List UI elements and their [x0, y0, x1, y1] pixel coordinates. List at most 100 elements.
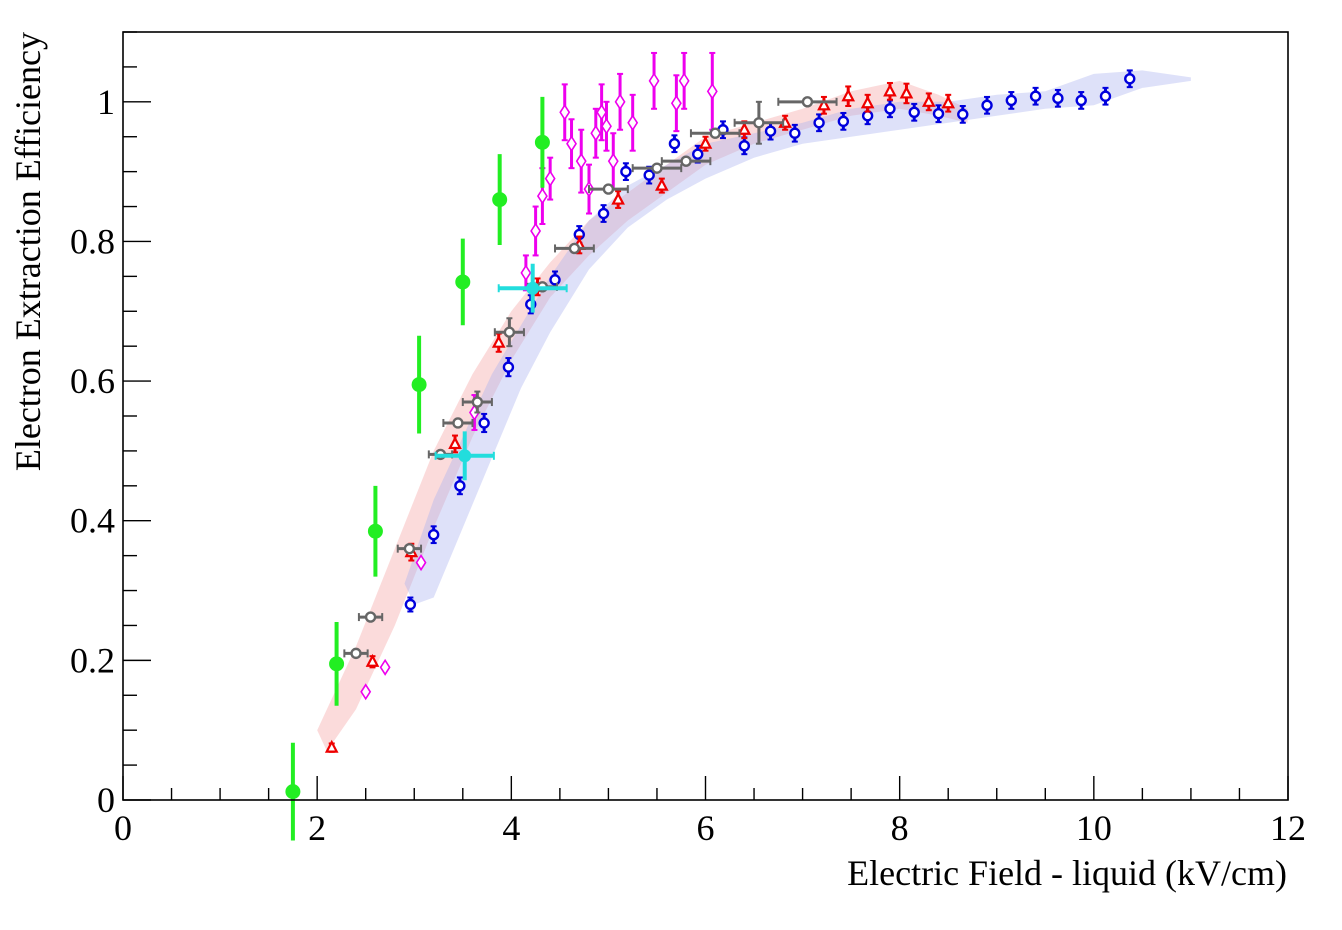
marker — [526, 281, 540, 295]
data-point — [497, 263, 568, 313]
marker — [789, 127, 801, 139]
data-point — [588, 183, 629, 195]
marker — [324, 739, 339, 753]
data-point — [789, 123, 801, 143]
y-tick-label: 0.8 — [70, 221, 115, 261]
marker — [678, 72, 690, 90]
data-point — [534, 96, 550, 188]
data-point — [461, 390, 493, 414]
data-point — [941, 93, 956, 113]
uncertainty-band-2 — [404, 70, 1191, 605]
marker — [365, 653, 380, 667]
data-point — [1099, 86, 1112, 106]
marker — [1052, 92, 1064, 105]
data-point — [698, 135, 713, 152]
marker — [549, 274, 561, 286]
data-point — [357, 611, 384, 623]
marker — [503, 326, 516, 338]
data-point — [559, 83, 571, 142]
uncertainty-bands — [317, 70, 1191, 752]
data-point — [648, 51, 660, 110]
data-point — [554, 242, 595, 255]
x-tick-label: 12 — [1270, 808, 1306, 848]
x-tick-label: 4 — [502, 808, 520, 848]
data-point — [575, 128, 587, 194]
data-point — [1075, 91, 1087, 110]
data-point — [493, 317, 525, 348]
data-point — [367, 485, 383, 577]
data-point — [1052, 88, 1064, 108]
marker — [478, 417, 490, 429]
y-tick-label: 0 — [97, 780, 115, 820]
marker — [568, 242, 581, 255]
marker — [627, 114, 639, 132]
marker — [1029, 90, 1042, 102]
axis-ticks: 0 2 4 6 8 10 12 0 0.2 0.4 0.6 0.8 1 — [70, 31, 1306, 848]
data-point — [670, 74, 682, 133]
data-point — [921, 92, 936, 112]
marker — [932, 107, 945, 120]
marker — [403, 542, 416, 555]
data-point — [590, 107, 602, 159]
marker — [404, 598, 417, 611]
data-point — [837, 111, 850, 131]
data-point — [597, 204, 610, 223]
marker — [753, 117, 765, 129]
marker — [654, 177, 669, 191]
marker — [668, 138, 681, 150]
marker — [1099, 90, 1112, 102]
marker — [620, 165, 632, 178]
marker — [602, 183, 615, 195]
marker — [908, 106, 920, 118]
data-point — [738, 136, 751, 156]
data-point — [908, 102, 920, 122]
marker — [813, 117, 825, 129]
marker — [1005, 94, 1018, 107]
marker — [709, 127, 721, 139]
marker — [941, 95, 956, 109]
marker — [411, 377, 427, 393]
data-point — [566, 118, 577, 170]
data-point — [396, 542, 423, 555]
marker — [502, 361, 515, 373]
marker — [596, 103, 608, 121]
marker — [492, 192, 508, 208]
y-tick-label: 0.2 — [70, 640, 115, 680]
marker — [360, 683, 372, 701]
data-point — [899, 82, 914, 105]
marker — [801, 96, 814, 108]
marker — [651, 162, 663, 174]
data-point — [981, 95, 993, 115]
data-point — [365, 653, 380, 669]
marker — [1124, 73, 1136, 85]
data-point — [596, 83, 608, 142]
marker — [471, 396, 484, 408]
marker — [607, 152, 619, 170]
data-point — [668, 134, 681, 154]
x-tick-label: 8 — [891, 808, 909, 848]
data-point — [442, 417, 474, 429]
marker — [536, 187, 548, 205]
data-point — [932, 104, 945, 124]
data-point — [631, 162, 683, 174]
marker — [534, 134, 550, 150]
data-point — [1029, 86, 1042, 106]
marker — [648, 72, 660, 90]
marker — [544, 170, 556, 188]
marker — [454, 480, 466, 492]
data-point — [614, 72, 626, 131]
data-point — [530, 205, 542, 257]
data-point — [343, 647, 369, 660]
marker — [611, 191, 625, 205]
marker — [379, 658, 391, 676]
data-point — [520, 254, 532, 292]
y-tick-label: 0.6 — [70, 361, 115, 401]
marker — [899, 85, 914, 99]
series-5-filled-circle — [285, 96, 550, 841]
marker — [458, 449, 472, 463]
data-point — [611, 190, 625, 209]
marker — [350, 647, 362, 660]
marker — [921, 93, 936, 107]
data-point — [1124, 69, 1136, 89]
